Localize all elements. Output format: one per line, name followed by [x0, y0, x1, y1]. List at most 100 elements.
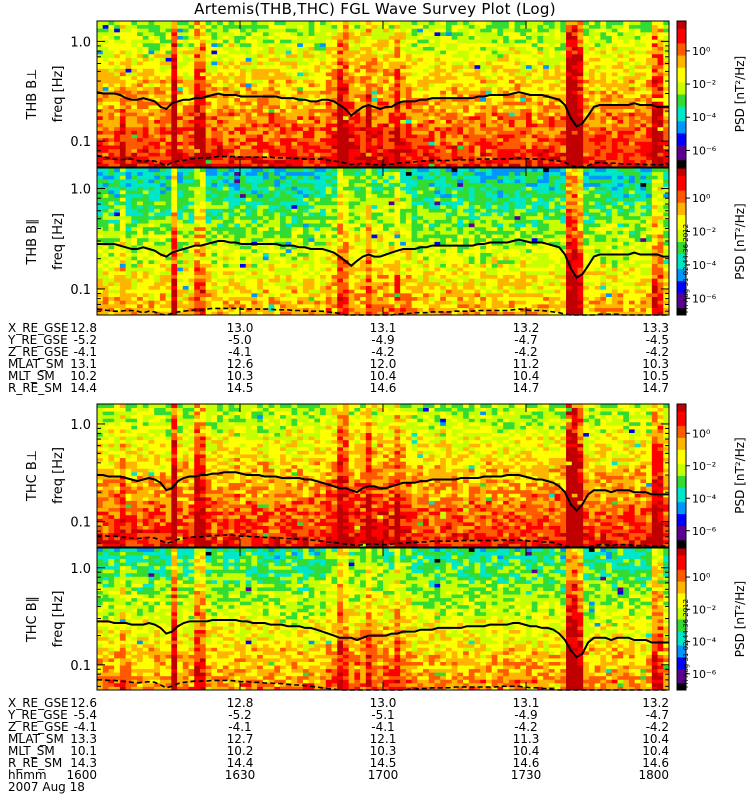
spectrogram-cell	[337, 68, 344, 73]
spectrogram-cell	[394, 46, 401, 51]
spectrogram-cell	[651, 86, 658, 91]
spectrogram-cell	[617, 86, 624, 91]
spectrogram-cell	[485, 123, 493, 128]
spectrogram-cell	[445, 119, 453, 124]
spectrogram-cell	[165, 137, 172, 142]
spectrogram-cell	[314, 123, 321, 128]
spectrogram-cell	[240, 57, 247, 62]
spectrogram-cell	[548, 83, 555, 88]
spectrogram-cell	[125, 39, 132, 44]
spectrogram-cell	[222, 57, 229, 62]
spectrogram-cell	[142, 39, 149, 44]
spectrogram-cell	[114, 119, 121, 124]
spectrogram-cell	[566, 148, 573, 153]
spectrogram-cell	[142, 248, 149, 253]
spectrogram-cell	[102, 101, 109, 106]
spectrogram-cell	[468, 64, 475, 69]
spectrogram-cell	[182, 35, 189, 40]
spectrogram-cell	[491, 134, 498, 139]
spectrogram-cell	[182, 159, 189, 164]
spectrogram-cell	[205, 256, 212, 261]
spectrogram-cell	[302, 39, 310, 44]
spectrogram-cell	[171, 123, 178, 128]
spectrogram-cell	[97, 263, 104, 268]
spectrogram-cell	[342, 137, 350, 142]
spectrogram-cell	[348, 50, 355, 55]
spectrogram-cell	[177, 307, 184, 312]
spectrogram-cell	[371, 50, 378, 55]
spectrogram-cell	[428, 104, 435, 109]
spectrogram-cell	[594, 64, 601, 69]
spectrogram-cell	[377, 130, 384, 135]
spectrogram-cell	[405, 163, 412, 168]
spectrogram-cell	[125, 204, 132, 209]
spectrogram-cell	[365, 39, 372, 44]
spectrogram-cell	[480, 156, 487, 161]
spectrogram-cell	[97, 234, 104, 239]
spectrogram-cell	[611, 108, 618, 113]
spectrogram-cell	[651, 145, 658, 150]
spectrogram-cell	[320, 28, 327, 33]
spectrogram-cell	[228, 212, 235, 217]
spectrogram-cell	[400, 163, 407, 168]
spectrogram-cell	[354, 104, 361, 109]
spectrogram-cell	[302, 75, 310, 80]
spectrogram-cell	[222, 201, 229, 206]
spectrogram-cell	[165, 197, 172, 202]
spectrogram-cell	[371, 31, 378, 36]
spectrogram-cell	[222, 39, 229, 44]
spectrogram-cell	[228, 311, 235, 316]
spectrogram-cell	[114, 35, 121, 40]
spectrogram-cell	[268, 159, 275, 164]
spectrogram-cell	[617, 90, 624, 95]
spectrogram-cell	[262, 159, 269, 164]
spectrogram-cell	[125, 123, 132, 128]
spectrogram-cell	[262, 101, 269, 106]
spectrogram-cell	[102, 212, 109, 217]
spectrogram-cell	[234, 50, 241, 55]
spectrogram-cell	[125, 219, 132, 224]
spectrogram-cell	[463, 108, 470, 113]
spectrogram-cell	[628, 68, 636, 73]
spectrogram-cell	[480, 148, 487, 153]
spectrogram-cell	[417, 35, 424, 40]
spectrogram-cell	[400, 61, 407, 66]
spectrogram-cell	[594, 156, 601, 161]
spectrogram-cell	[97, 300, 104, 305]
spectrogram-cell	[394, 24, 401, 29]
spectrogram-cell	[142, 226, 149, 231]
spectrogram-cell	[360, 94, 367, 99]
spectrogram-cell	[142, 267, 149, 272]
spectrogram-cell	[217, 208, 224, 213]
spectrogram-cell	[154, 175, 161, 180]
spectrogram-cell	[577, 156, 584, 161]
spectrogram-cell	[663, 75, 670, 80]
spectrogram-cell	[142, 208, 149, 213]
spectrogram-cell	[617, 24, 624, 29]
spectrogram-cell	[365, 123, 372, 128]
spectrogram-cell	[342, 104, 350, 109]
spectrogram-cell	[360, 163, 367, 168]
spectrogram-cell	[503, 53, 510, 58]
spectrogram-cell	[354, 35, 361, 40]
spectrogram-cell	[308, 94, 315, 99]
spectrogram-cell	[205, 204, 212, 209]
spectrogram-cell	[131, 278, 138, 283]
spectrogram-cell	[463, 50, 470, 55]
spectrogram-cell	[325, 50, 332, 55]
spectrogram-cell	[508, 108, 515, 113]
spectrogram-cell	[360, 42, 367, 47]
spectrogram-cell	[165, 237, 172, 242]
spectrogram-cell	[171, 212, 178, 217]
spectrogram-cell	[148, 137, 155, 142]
spectrogram-cell	[531, 94, 538, 99]
spectrogram-cell	[165, 303, 172, 309]
spectrogram-cell	[97, 46, 104, 51]
spectrogram-cell	[480, 119, 487, 124]
spectrogram-cell	[119, 108, 126, 113]
spectrogram-cell	[394, 42, 401, 47]
spectrogram-cell	[240, 31, 247, 36]
spectrogram-cell	[182, 179, 189, 184]
spectrogram-cell	[600, 31, 607, 36]
spectrogram-cell	[297, 141, 304, 146]
